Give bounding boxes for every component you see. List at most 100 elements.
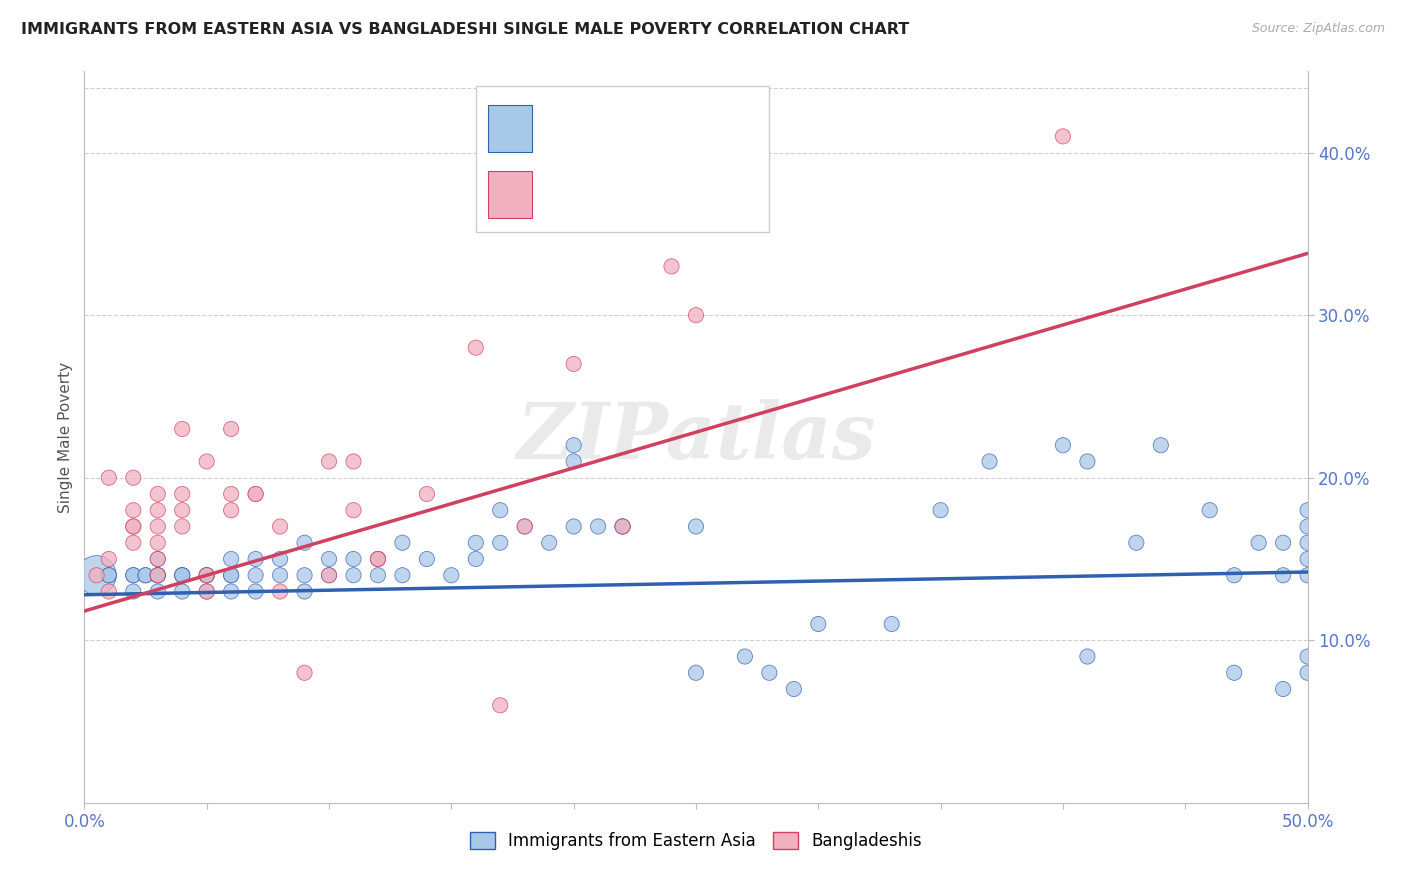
- Point: [172, 519, 194, 533]
- Point: [172, 568, 194, 582]
- Point: [122, 503, 145, 517]
- Point: [122, 519, 145, 533]
- Point: [758, 665, 780, 680]
- Point: [391, 568, 413, 582]
- Point: [562, 519, 585, 533]
- Point: [367, 552, 389, 566]
- Point: [97, 584, 120, 599]
- Text: Source: ZipAtlas.com: Source: ZipAtlas.com: [1251, 22, 1385, 36]
- Point: [135, 568, 157, 582]
- Point: [195, 584, 218, 599]
- Point: [269, 552, 291, 566]
- Point: [172, 422, 194, 436]
- Point: [195, 568, 218, 582]
- Point: [1296, 665, 1319, 680]
- Point: [146, 552, 169, 566]
- Point: [807, 617, 830, 632]
- Point: [1052, 129, 1074, 144]
- Legend: Immigrants from Eastern Asia, Bangladeshis: Immigrants from Eastern Asia, Bangladesh…: [464, 825, 928, 856]
- Point: [685, 519, 707, 533]
- Point: [172, 487, 194, 501]
- Point: [489, 698, 512, 713]
- Point: [734, 649, 756, 664]
- Point: [513, 519, 536, 533]
- Point: [612, 519, 634, 533]
- Point: [269, 584, 291, 599]
- Point: [269, 568, 291, 582]
- Point: [86, 568, 108, 582]
- Point: [122, 535, 145, 549]
- Point: [562, 438, 585, 452]
- Point: [1272, 681, 1295, 696]
- Point: [1272, 568, 1295, 582]
- Point: [269, 519, 291, 533]
- Point: [245, 584, 267, 599]
- Point: [219, 584, 242, 599]
- Point: [195, 568, 218, 582]
- Point: [172, 584, 194, 599]
- Point: [489, 535, 512, 549]
- Point: [929, 503, 952, 517]
- Point: [97, 471, 120, 485]
- Point: [661, 260, 683, 274]
- Point: [146, 535, 169, 549]
- Point: [97, 568, 120, 582]
- Point: [318, 568, 340, 582]
- Point: [1296, 552, 1319, 566]
- Point: [245, 487, 267, 501]
- Point: [146, 503, 169, 517]
- Point: [1223, 568, 1246, 582]
- Text: ZIPatlas: ZIPatlas: [516, 399, 876, 475]
- Point: [342, 503, 364, 517]
- Point: [685, 665, 707, 680]
- Point: [219, 568, 242, 582]
- Point: [1076, 649, 1098, 664]
- Point: [1296, 649, 1319, 664]
- Point: [342, 568, 364, 582]
- Point: [146, 487, 169, 501]
- Point: [294, 584, 316, 599]
- Point: [1296, 503, 1319, 517]
- Point: [122, 568, 145, 582]
- Point: [146, 552, 169, 566]
- Point: [1076, 454, 1098, 468]
- Point: [1150, 438, 1173, 452]
- Point: [146, 568, 169, 582]
- Point: [562, 357, 585, 371]
- Point: [367, 552, 389, 566]
- Point: [538, 535, 561, 549]
- Point: [880, 617, 903, 632]
- Point: [1296, 568, 1319, 582]
- Point: [783, 681, 806, 696]
- Point: [416, 552, 439, 566]
- Point: [172, 568, 194, 582]
- Point: [219, 503, 242, 517]
- Point: [513, 519, 536, 533]
- Point: [146, 568, 169, 582]
- Point: [391, 535, 413, 549]
- Point: [195, 568, 218, 582]
- Point: [367, 568, 389, 582]
- Point: [172, 503, 194, 517]
- Point: [612, 519, 634, 533]
- Point: [1272, 535, 1295, 549]
- Point: [416, 487, 439, 501]
- Y-axis label: Single Male Poverty: Single Male Poverty: [58, 361, 73, 513]
- Point: [219, 422, 242, 436]
- Point: [172, 568, 194, 582]
- Point: [342, 552, 364, 566]
- Point: [219, 487, 242, 501]
- Point: [489, 503, 512, 517]
- Point: [122, 568, 145, 582]
- Point: [979, 454, 1001, 468]
- Point: [1198, 503, 1220, 517]
- Point: [195, 584, 218, 599]
- Point: [195, 568, 218, 582]
- Point: [97, 552, 120, 566]
- Point: [367, 552, 389, 566]
- Point: [294, 535, 316, 549]
- Point: [562, 454, 585, 468]
- Point: [122, 584, 145, 599]
- Point: [440, 568, 463, 582]
- Point: [294, 568, 316, 582]
